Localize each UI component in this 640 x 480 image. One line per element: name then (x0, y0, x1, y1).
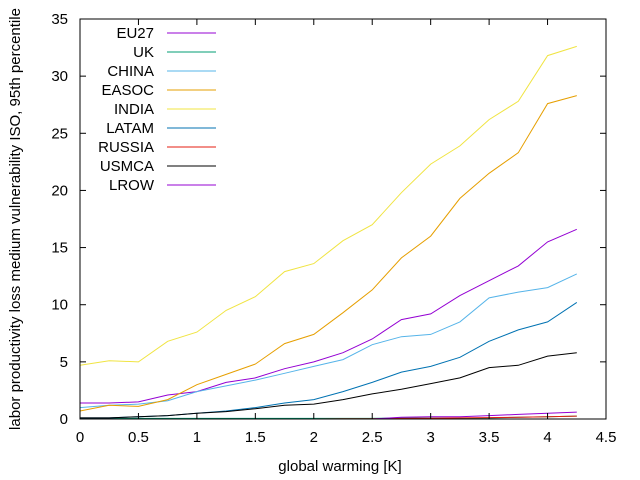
legend: EU27 UK CHINA EASOC INDIA LATAM RUSSIA USMCA LRO… (98, 25, 216, 194)
legend-label-usmca: USMCA (100, 158, 154, 175)
series-line-easoc (79, 95, 577, 412)
y-tick-label: 35 (51, 11, 68, 28)
y-axis-label: labor productivity loss medium vulnerabi… (7, 8, 24, 430)
x-tick-label: 1 (193, 429, 201, 446)
series-line-eu27 (80, 228, 577, 404)
ticks-layer: 0 0.5 1 1.5 2 2.5 3 3.5 4 4.5 0 5 10 15 20 25 30 35 (51, 11, 616, 446)
series-line-usmca (80, 352, 577, 419)
x-axis-label: global warming [K] (278, 458, 401, 475)
x-tick-label: 3.5 (479, 429, 500, 446)
legend-label-india: INDIA (114, 101, 154, 118)
y-tick-label: 5 (60, 354, 68, 371)
x-tick-label: 0 (76, 429, 84, 446)
x-tick-label: 1.5 (245, 429, 266, 446)
legend-label-eu27: EU27 (116, 25, 154, 42)
legend-label-easoc: EASOC (101, 82, 154, 99)
y-tick-label: 20 (51, 182, 68, 199)
x-tick-label: 0.5 (128, 429, 149, 446)
x-tick-label: 4 (543, 429, 551, 446)
x-tick-label: 2 (310, 429, 318, 446)
legend-label-china: CHINA (107, 63, 154, 80)
legend-label-latam: LATAM (106, 120, 154, 137)
y-tick-label: 30 (51, 68, 68, 85)
series-line-china (79, 273, 578, 409)
plot-frame (79, 18, 607, 420)
y-tick-label: 15 (51, 240, 68, 257)
legend-label-uk: UK (133, 44, 154, 61)
legend-label-lrow: LROW (109, 177, 155, 194)
x-tick-label: 2.5 (362, 429, 383, 446)
y-tick-label: 25 (51, 125, 68, 142)
x-tick-label: 3 (426, 429, 434, 446)
y-tick-label: 0 (60, 411, 68, 428)
y-tick-label: 10 (51, 297, 68, 314)
x-tick-label: 4.5 (596, 429, 617, 446)
legend-label-russia: RUSSIA (98, 139, 154, 156)
series-line-india (79, 45, 577, 366)
